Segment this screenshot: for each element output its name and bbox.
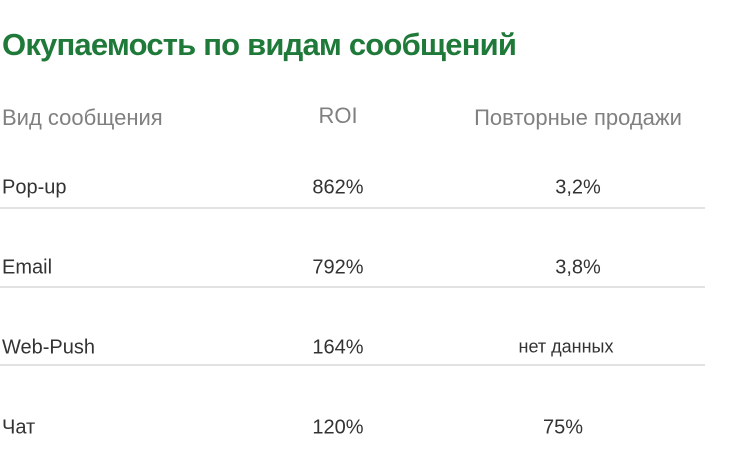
row-divider: [0, 286, 705, 288]
cell-repeat-sales: 75%: [542, 416, 584, 439]
cell-type: Email: [2, 256, 53, 279]
cell-repeat-sales: 3,2%: [555, 176, 601, 199]
cell-roi: 120%: [312, 416, 364, 439]
cell-type: Pop-up: [2, 176, 67, 199]
cell-roi: 862%: [312, 176, 364, 199]
cell-roi: 792%: [312, 256, 364, 279]
cell-type: Чат: [2, 416, 36, 439]
header-roi: ROI: [318, 103, 358, 128]
cell-type: Web-Push: [2, 336, 96, 359]
cell-repeat-sales: 3,8%: [555, 256, 601, 279]
page-title: Окупаемость по видам сообщений: [2, 27, 517, 62]
header-message-type: Вид сообщения: [2, 105, 163, 130]
row-divider: [0, 364, 705, 366]
cell-repeat-sales: нет данных: [518, 336, 614, 357]
row-divider: [0, 207, 705, 209]
header-repeat-sales: Повторные продажи: [474, 105, 682, 130]
cell-roi: 164%: [312, 336, 364, 359]
